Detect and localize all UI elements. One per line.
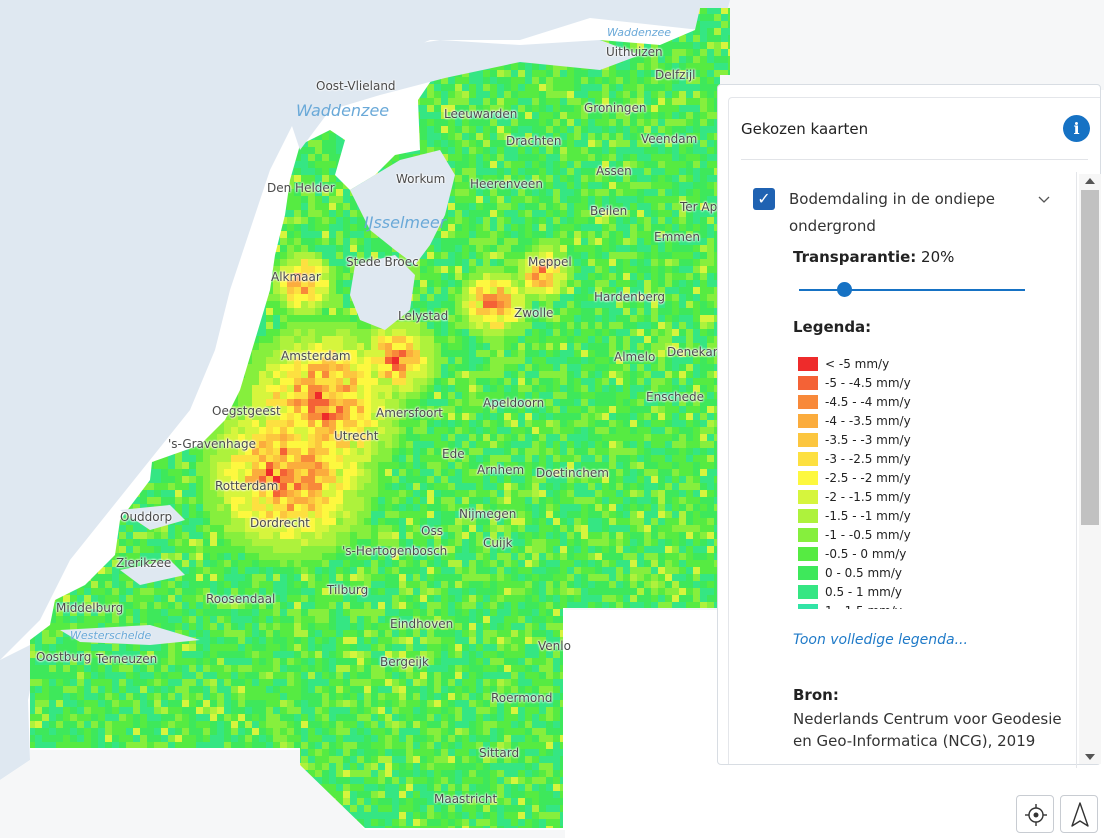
slider-thumb[interactable] <box>837 282 853 297</box>
legend-label: 0 - 0.5 mm/y <box>825 565 903 580</box>
legend-swatch <box>798 489 818 504</box>
legend-title: Legenda: <box>793 318 872 336</box>
legend-label: -4 - -3.5 mm/y <box>825 413 911 428</box>
transparency-value: 20% <box>921 248 955 266</box>
layer-list[interactable]: ✓ Bodemdaling in de ondiepe ondergrond T… <box>741 172 1077 768</box>
north-button[interactable] <box>1060 795 1098 833</box>
legend-swatch <box>798 527 818 542</box>
panel-title: Gekozen kaarten <box>741 120 869 138</box>
legend-label: -5 - -4.5 mm/y <box>825 375 911 390</box>
legend-item: 0 - 0.5 mm/y <box>798 563 902 582</box>
transparency-caption: Transparantie: <box>793 248 917 266</box>
legend-label: -0.5 - 0 mm/y <box>825 546 907 561</box>
panel-scrollbar[interactable] <box>1079 174 1101 764</box>
slider-track <box>799 289 1025 291</box>
locate-icon <box>1025 804 1047 826</box>
layers-panel: Gekozen kaarten i ✓ Bodemdaling in de on… <box>717 84 1101 768</box>
layer-name[interactable]: Bodemdaling in de ondiepe ondergrond <box>789 190 995 235</box>
legend-label: 0.5 - 1 mm/y <box>825 584 903 599</box>
legend-label: 1 - 1.5 mm/y <box>825 604 902 610</box>
legend-label: < -5 mm/y <box>825 356 890 371</box>
scrollbar-thumb[interactable] <box>1081 190 1099 525</box>
legend-swatch <box>798 356 818 371</box>
legend-item: -1.5 - -1 mm/y <box>798 506 911 525</box>
legend-swatch <box>798 584 818 599</box>
legend-item: 1 - 1.5 mm/y <box>798 601 902 609</box>
transparency-label: Transparantie: 20% <box>793 248 954 266</box>
legend-swatch <box>798 603 818 609</box>
legend-swatch <box>798 470 818 485</box>
legend-label: -3 - -2.5 mm/y <box>825 451 911 466</box>
source-title: Bron: <box>793 686 839 704</box>
locate-button[interactable] <box>1016 795 1054 833</box>
legend-item: 0.5 - 1 mm/y <box>798 582 902 601</box>
legend-swatch <box>798 394 818 409</box>
full-legend-link[interactable]: Toon volledige legenda... <box>793 632 968 648</box>
north-arrow-icon <box>1071 802 1089 827</box>
legend-item: -4.5 - -4 mm/y <box>798 392 911 411</box>
transparency-slider[interactable] <box>799 282 1025 298</box>
legend-label: -2.5 - -2 mm/y <box>825 470 911 485</box>
legend-item: -3 - -2.5 mm/y <box>798 449 911 468</box>
divider <box>741 159 1088 160</box>
legend-item: -5 - -4.5 mm/y <box>798 373 911 392</box>
legend-item: -1 - -0.5 mm/y <box>798 525 911 544</box>
legend-swatch <box>798 565 818 580</box>
layer-checkbox[interactable]: ✓ <box>753 188 775 210</box>
legend-item: -2.5 - -2 mm/y <box>798 468 911 487</box>
legend-item: -4 - -3.5 mm/y <box>798 411 911 430</box>
legend-swatch <box>798 508 818 523</box>
info-icon[interactable]: i <box>1063 115 1090 142</box>
legend-label: -4.5 - -4 mm/y <box>825 394 911 409</box>
water-bodies <box>60 40 640 645</box>
legend-item: -0.5 - 0 mm/y <box>798 544 906 563</box>
legend-item: -2 - -1.5 mm/y <box>798 487 911 506</box>
legend-label: -2 - -1.5 mm/y <box>825 489 911 504</box>
legend-label: -1 - -0.5 mm/y <box>825 527 911 542</box>
scroll-up-arrow-icon[interactable] <box>1085 178 1095 184</box>
chevron-down-icon[interactable] <box>1038 194 1050 206</box>
legend-swatch <box>798 375 818 390</box>
legend-swatch <box>798 546 818 561</box>
legend-swatch <box>798 413 818 428</box>
legend-item: -3.5 - -3 mm/y <box>798 430 911 449</box>
layers-panel-body: Gekozen kaarten i ✓ Bodemdaling in de on… <box>728 97 1101 768</box>
legend-label: -3.5 - -3 mm/y <box>825 432 911 447</box>
legend-swatch <box>798 451 818 466</box>
legend: < -5 mm/y -5 - -4.5 mm/y -4.5 - -4 mm/y -4 … <box>798 354 1038 609</box>
scroll-down-arrow-icon[interactable] <box>1085 754 1095 760</box>
legend-item: < -5 mm/y <box>798 354 889 373</box>
legend-swatch <box>798 432 818 447</box>
legend-label: -1.5 - -1 mm/y <box>825 508 911 523</box>
source-text: Nederlands Centrum voor Geodesie en Geo-… <box>793 710 1062 750</box>
